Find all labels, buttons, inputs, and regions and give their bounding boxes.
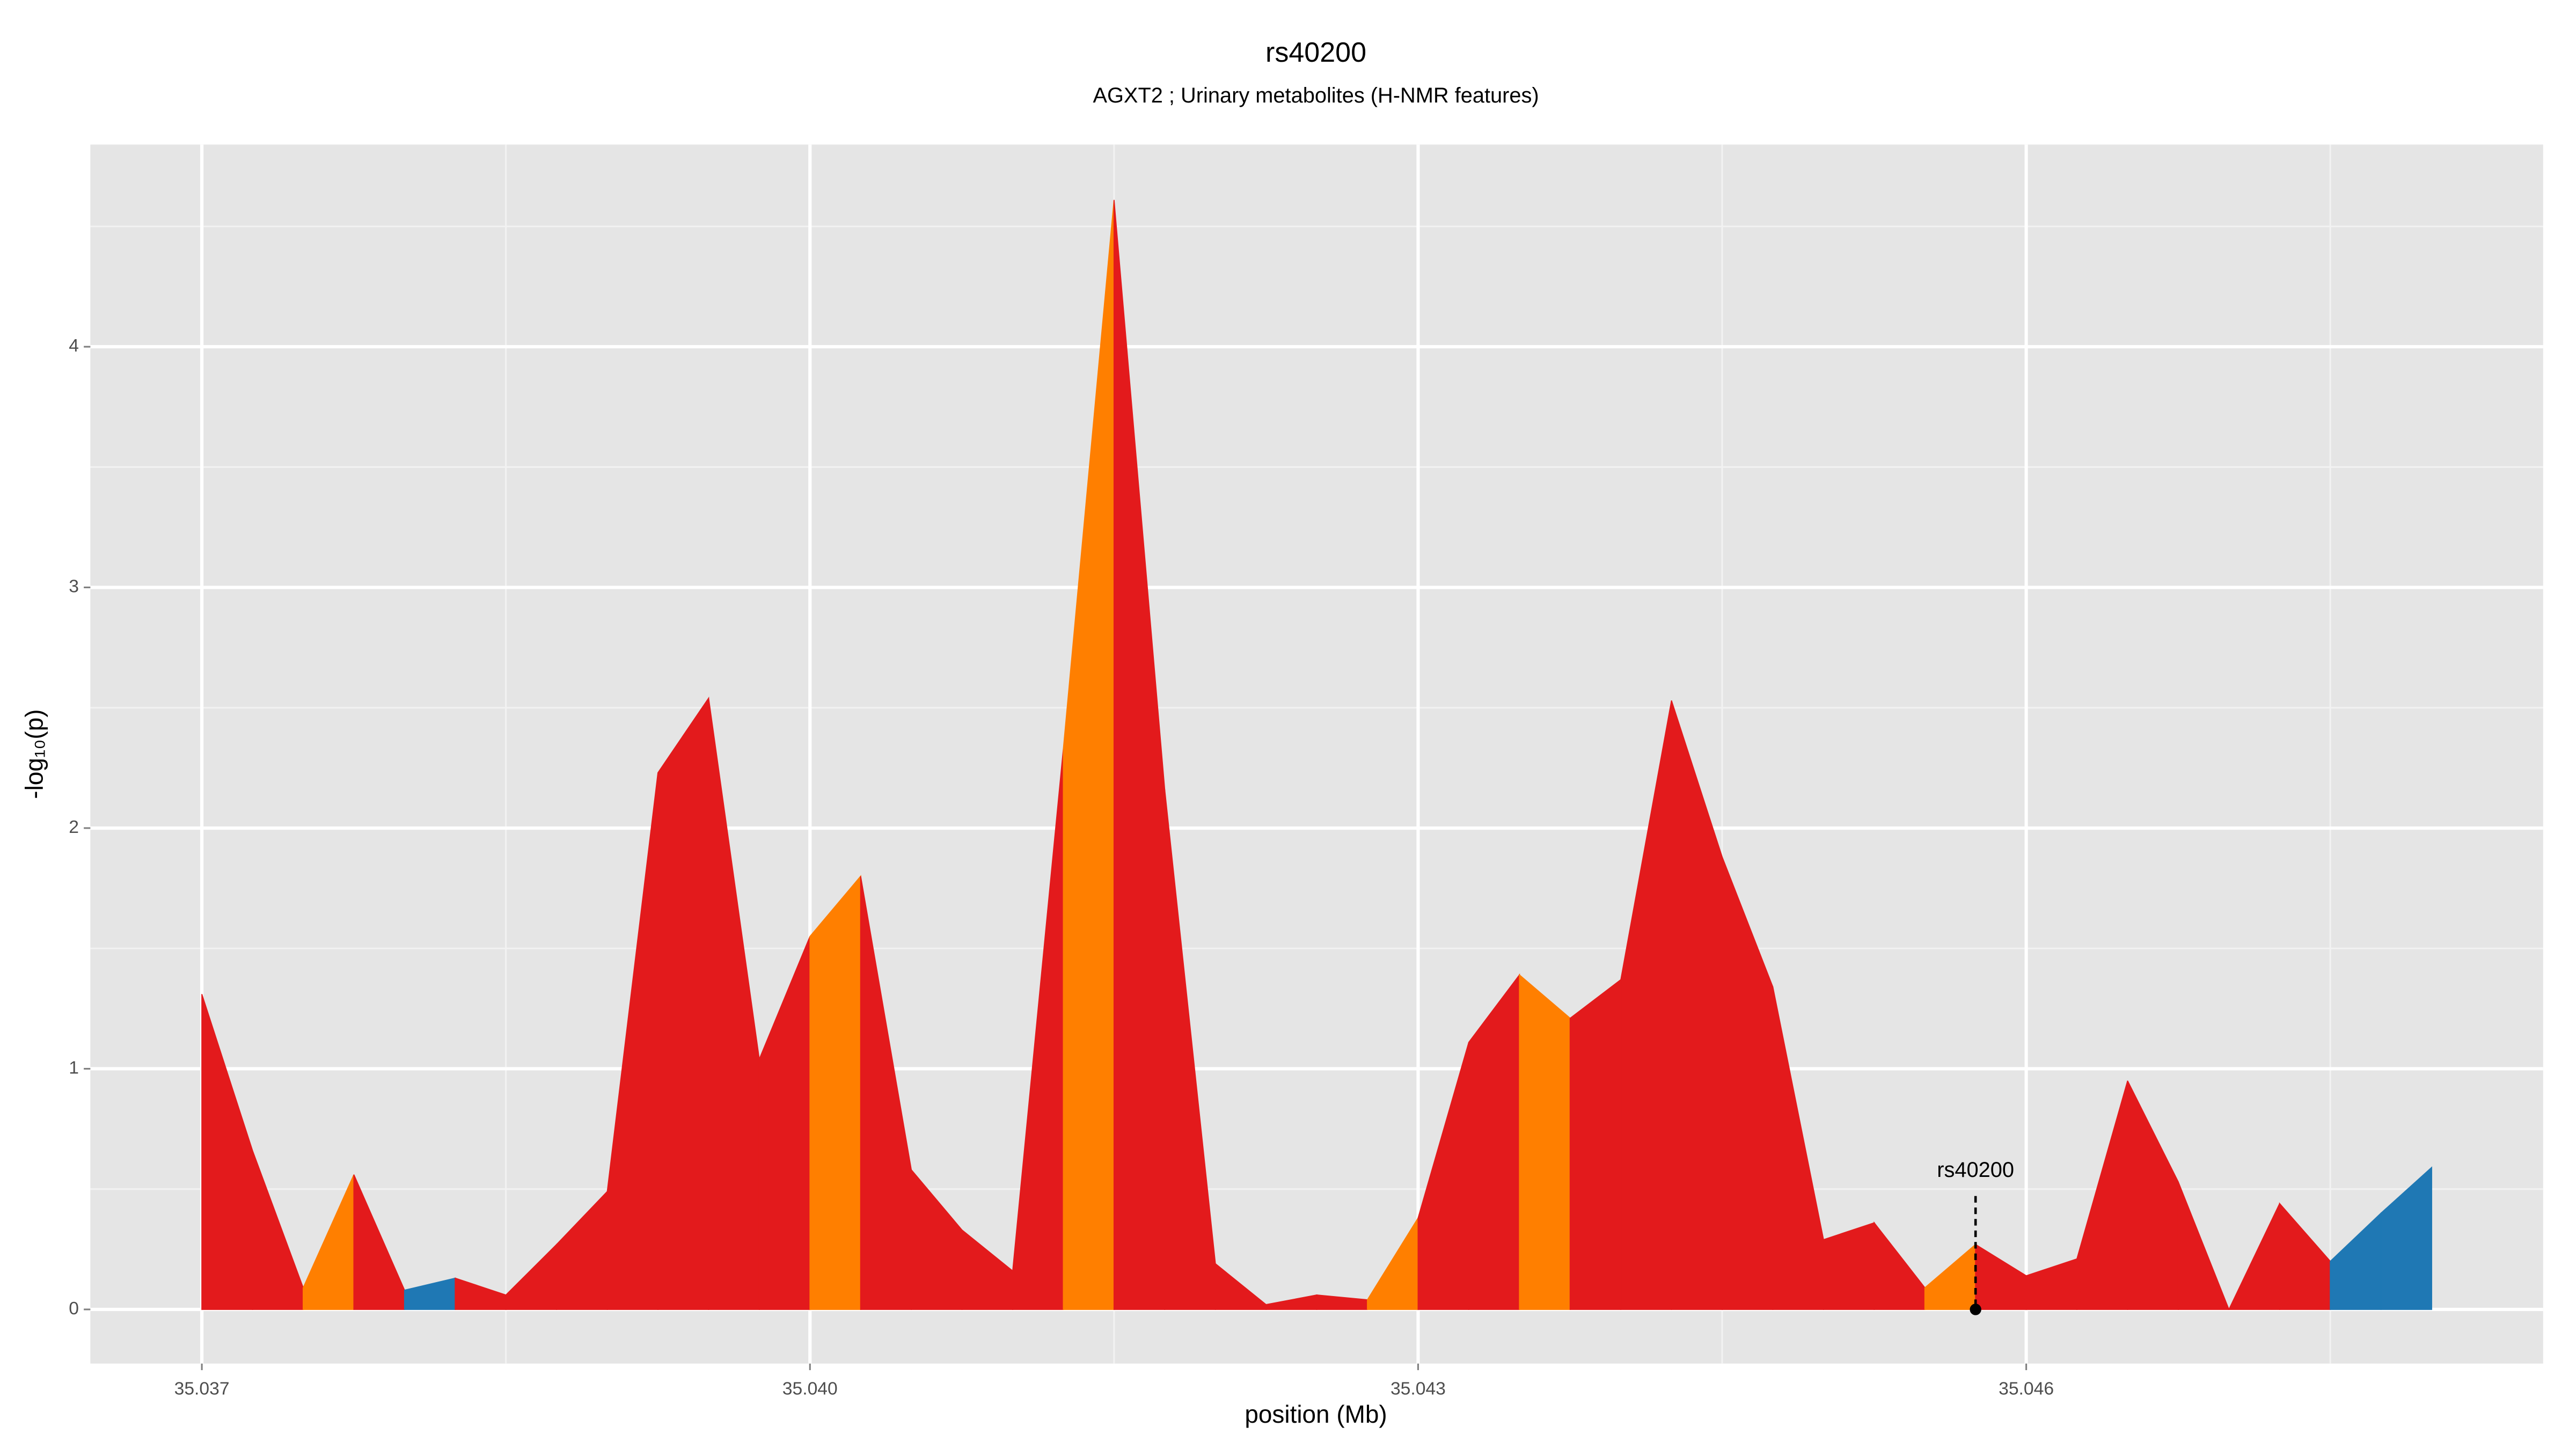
annotation-label: rs40200 (1937, 1158, 2014, 1182)
x-tick-label: 35.037 (174, 1379, 230, 1399)
axes: 35.037 35.040 35.043 35.046 0 1 2 3 4 (69, 336, 2054, 1399)
area-segment (1569, 978, 1622, 1310)
annotation-point (1970, 1304, 1981, 1315)
chart-title: rs40200 (1265, 37, 1366, 68)
chart-subtitle: AGXT2 ; Urinary metabolites (H-NMR featu… (1093, 84, 1539, 107)
area-segment (2380, 1166, 2432, 1310)
y-tick-label: 0 (69, 1299, 79, 1319)
area-segment (1519, 974, 1571, 1310)
area-segment (809, 875, 861, 1310)
area-segment (657, 696, 709, 1310)
y-axis-label: -log₁₀(p) (20, 709, 48, 799)
x-tick-label: 35.046 (1999, 1379, 2054, 1399)
y-tick-label: 4 (69, 336, 79, 356)
y-tick-label: 3 (69, 576, 79, 596)
x-axis-label: position (Mb) (1245, 1400, 1387, 1428)
area-segment (2177, 1181, 2230, 1310)
y-tick-label: 2 (69, 817, 79, 837)
x-tick-label: 35.043 (1391, 1379, 1446, 1399)
marks: rs40200 (201, 200, 2432, 1315)
y-tick-label: 1 (69, 1058, 79, 1078)
x-tick-label: 35.040 (782, 1379, 838, 1399)
